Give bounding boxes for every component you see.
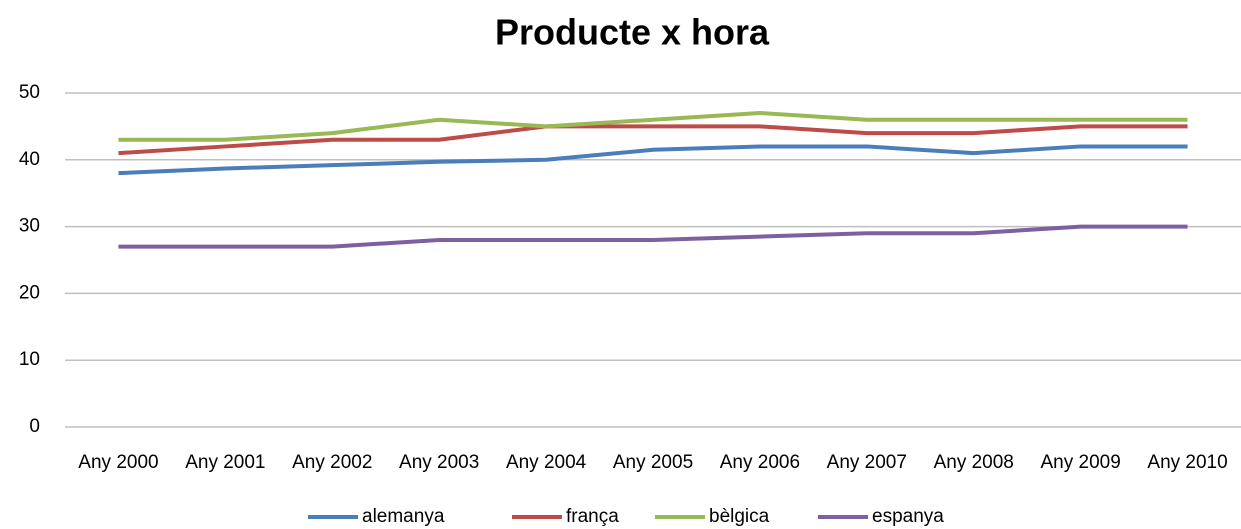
y-tick-label: 30 xyxy=(19,216,40,237)
series-line xyxy=(118,224,1188,249)
y-tick-label: 50 xyxy=(19,82,40,103)
x-tick-label: Any 2009 xyxy=(1040,452,1120,473)
x-tick-label: Any 2003 xyxy=(399,452,479,473)
series-line xyxy=(118,144,1188,176)
legend-label: alemanya xyxy=(362,506,445,527)
y-tick-label: 20 xyxy=(19,282,40,303)
x-tick-label: Any 2010 xyxy=(1147,452,1227,473)
x-tick-label: Any 2005 xyxy=(613,452,693,473)
legend-label: espanya xyxy=(872,506,944,527)
y-tick-label: 40 xyxy=(19,149,40,170)
series-line xyxy=(118,111,1188,142)
y-tick-label: 0 xyxy=(29,416,40,437)
x-tick-label: Any 2004 xyxy=(506,452,587,473)
y-tick-label: 10 xyxy=(19,349,40,370)
x-tick-label: Any 2008 xyxy=(934,452,1014,473)
x-tick-label: Any 2001 xyxy=(185,452,265,473)
legend-label: bèlgica xyxy=(709,506,770,527)
x-tick-label: Any 2007 xyxy=(827,452,907,473)
x-tick-label: Any 2006 xyxy=(720,452,800,473)
x-tick-label: Any 2000 xyxy=(78,452,158,473)
legend-label: frança xyxy=(566,506,619,527)
series-line xyxy=(118,124,1188,156)
chart-title: Producte x hora xyxy=(495,12,770,53)
x-tick-label: Any 2002 xyxy=(292,452,372,473)
